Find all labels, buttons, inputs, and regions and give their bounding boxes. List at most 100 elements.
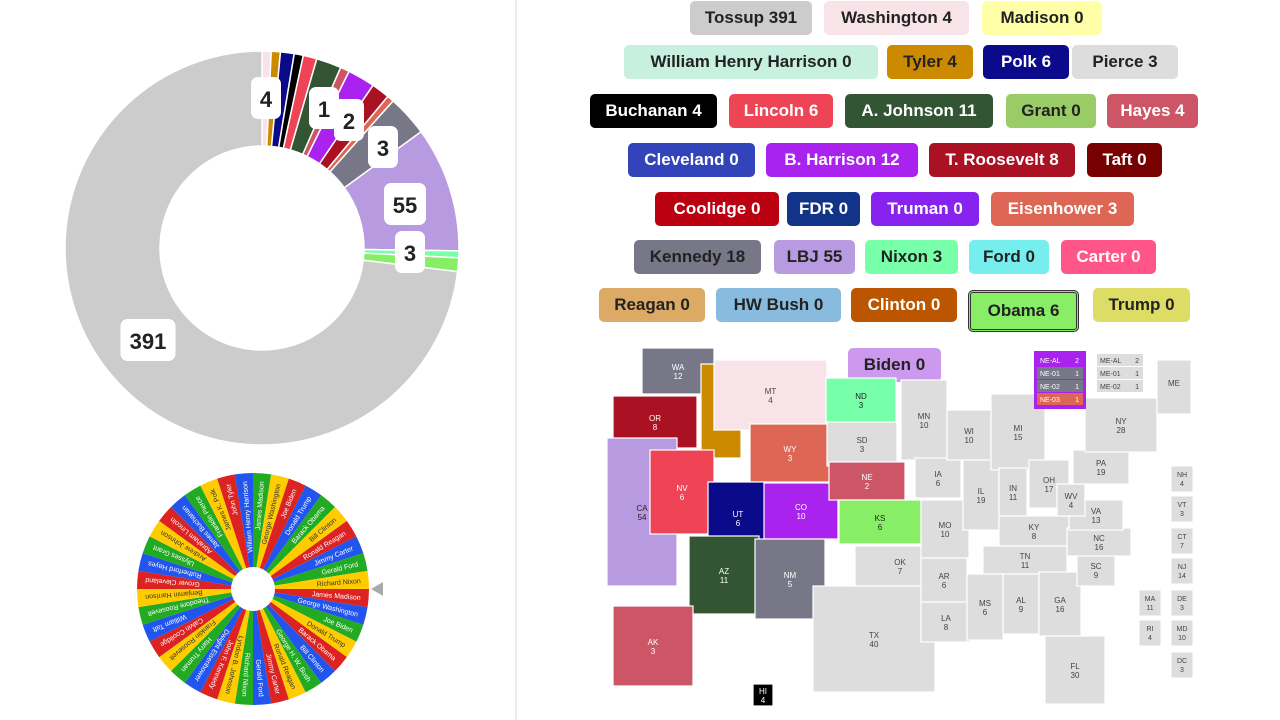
donut-label: 4 — [260, 87, 273, 112]
candidate-button-fdr-0[interactable]: FDR 0 — [787, 192, 860, 226]
candidate-button-truman-0[interactable]: Truman 0 — [871, 192, 979, 226]
small-state-de[interactable] — [1170, 589, 1194, 617]
candidate-button-cleveland-0[interactable]: Cleveland 0 — [628, 143, 755, 177]
small-state-ma[interactable] — [1138, 589, 1162, 617]
small-state-vt[interactable] — [1170, 495, 1194, 523]
candidate-button-polk-6[interactable]: Polk 6 — [983, 45, 1069, 79]
state-ks[interactable] — [838, 499, 922, 545]
state-sc[interactable] — [1076, 553, 1116, 587]
state-abbr-label: IA — [934, 470, 942, 479]
candidate-button-madison-0[interactable]: Madison 0 — [982, 1, 1102, 35]
state-il[interactable] — [962, 459, 1000, 531]
ne-district-ne-03[interactable] — [1037, 393, 1083, 405]
state-wy[interactable] — [749, 423, 831, 483]
wheel-slice — [253, 589, 369, 608]
candidate-button-william-henry-harrison-0[interactable]: William Henry Harrison 0 — [624, 45, 878, 79]
ne-district-ne-02[interactable] — [1037, 380, 1083, 392]
small-state-nh[interactable] — [1170, 465, 1194, 493]
state-co[interactable] — [763, 482, 839, 540]
state-in[interactable] — [998, 467, 1028, 517]
state-ia[interactable] — [914, 457, 962, 499]
candidate-button-hw-bush-0[interactable]: HW Bush 0 — [716, 288, 841, 322]
candidate-button-tossup-391[interactable]: Tossup 391 — [690, 1, 812, 35]
wheel-slice — [253, 536, 364, 589]
me-district-me-01[interactable] — [1097, 367, 1143, 379]
state-pa[interactable] — [1072, 449, 1130, 485]
small-state-md[interactable] — [1170, 619, 1194, 647]
state-nc[interactable] — [1066, 527, 1132, 557]
candidate-button-biden-0[interactable]: Biden 0 — [848, 348, 941, 382]
wheel-slice — [253, 474, 289, 589]
candidate-button-washington-4[interactable]: Washington 4 — [824, 1, 969, 35]
candidate-button-lbj-55[interactable]: LBJ 55 — [774, 240, 855, 274]
wheel-slice — [253, 589, 272, 705]
wheel-slice — [200, 589, 253, 700]
wheel-slice — [253, 589, 289, 704]
state-ak[interactable] — [612, 605, 694, 687]
candidate-button-lincoln-6[interactable]: Lincoln 6 — [729, 94, 833, 128]
candidate-button-ford-0[interactable]: Ford 0 — [969, 240, 1049, 274]
small-state-ev: 3 — [1180, 605, 1184, 612]
small-state-nj[interactable] — [1170, 557, 1194, 585]
state-wv[interactable] — [1056, 483, 1086, 517]
wheel-slice-label: Gerald Ford — [254, 659, 264, 697]
me-district-label: ME-01 — [1100, 371, 1121, 378]
candidate-button-t-roosevelt-8[interactable]: T. Roosevelt 8 — [929, 143, 1075, 177]
candidate-button-hayes-4[interactable]: Hayes 4 — [1107, 94, 1198, 128]
candidate-button-trump-0[interactable]: Trump 0 — [1093, 288, 1190, 322]
candidate-button-reagan-0[interactable]: Reagan 0 — [599, 288, 705, 322]
state-ms[interactable] — [966, 573, 1004, 641]
state-sd[interactable] — [826, 421, 898, 467]
candidate-button-b-harrison-12[interactable]: B. Harrison 12 — [766, 143, 918, 177]
state-tn[interactable] — [982, 545, 1068, 575]
state-mt[interactable] — [713, 359, 828, 431]
state-abbr-label: MO — [939, 521, 952, 530]
candidate-button-pierce-3[interactable]: Pierce 3 — [1072, 45, 1178, 79]
candidate-button-tyler-4[interactable]: Tyler 4 — [887, 45, 973, 79]
donut-label-box — [384, 183, 426, 225]
state-ev-label: 3 — [859, 401, 864, 410]
wheel-slice — [253, 589, 336, 683]
state-ev-label: 10 — [941, 530, 950, 539]
state-ev-label: 6 — [878, 523, 883, 532]
candidate-button-coolidge-0[interactable]: Coolidge 0 — [655, 192, 779, 226]
us-electoral-map[interactable]: WA12OR8CA54ID4NV6MT4WY3UT6AZ11CO10NM5ND3… — [517, 340, 1280, 720]
wheel-slice — [184, 589, 253, 693]
donut-label-box — [334, 99, 364, 141]
state-ny[interactable] — [1084, 397, 1158, 453]
small-state-dc[interactable] — [1170, 651, 1194, 679]
candidate-button-grant-0[interactable]: Grant 0 — [1006, 94, 1096, 128]
state-ga[interactable] — [1038, 571, 1082, 637]
wheel-slice — [137, 570, 253, 589]
small-state-ct[interactable] — [1170, 527, 1194, 555]
state-nv[interactable] — [649, 449, 715, 535]
state-me[interactable] — [1156, 359, 1192, 415]
state-la[interactable] — [920, 601, 972, 643]
small-state-ri[interactable] — [1138, 619, 1162, 647]
candidate-button-eisenhower-3[interactable]: Eisenhower 3 — [991, 192, 1134, 226]
ne-district-ne-al[interactable] — [1037, 354, 1083, 366]
me-district-me-02[interactable] — [1097, 380, 1143, 392]
candidate-button-carter-0[interactable]: Carter 0 — [1061, 240, 1156, 274]
candidate-button-nixon-3[interactable]: Nixon 3 — [865, 240, 958, 274]
candidate-button-a-johnson-11[interactable]: A. Johnson 11 — [845, 94, 993, 128]
candidate-button-taft-0[interactable]: Taft 0 — [1087, 143, 1162, 177]
candidate-button-clinton-0[interactable]: Clinton 0 — [851, 288, 957, 322]
state-tx[interactable] — [812, 585, 936, 693]
state-fl[interactable] — [1044, 635, 1106, 705]
state-hi[interactable] — [752, 683, 774, 707]
wheel-slice — [253, 589, 368, 625]
candidate-button-obama-6[interactable]: Obama 6 — [968, 290, 1079, 332]
candidate-button-kennedy-18[interactable]: Kennedy 18 — [634, 240, 761, 274]
ne-district-ne-01[interactable] — [1037, 367, 1083, 379]
state-mn[interactable] — [900, 379, 948, 461]
me-district-me-al[interactable] — [1097, 354, 1143, 366]
candidate-button-buchanan-4[interactable]: Buchanan 4 — [590, 94, 717, 128]
wheel-slice — [253, 589, 306, 700]
state-ev-label: 11 — [720, 576, 729, 585]
state-ne[interactable] — [828, 461, 906, 501]
me-district-ev: 2 — [1135, 358, 1139, 365]
state-ky[interactable] — [998, 515, 1070, 547]
